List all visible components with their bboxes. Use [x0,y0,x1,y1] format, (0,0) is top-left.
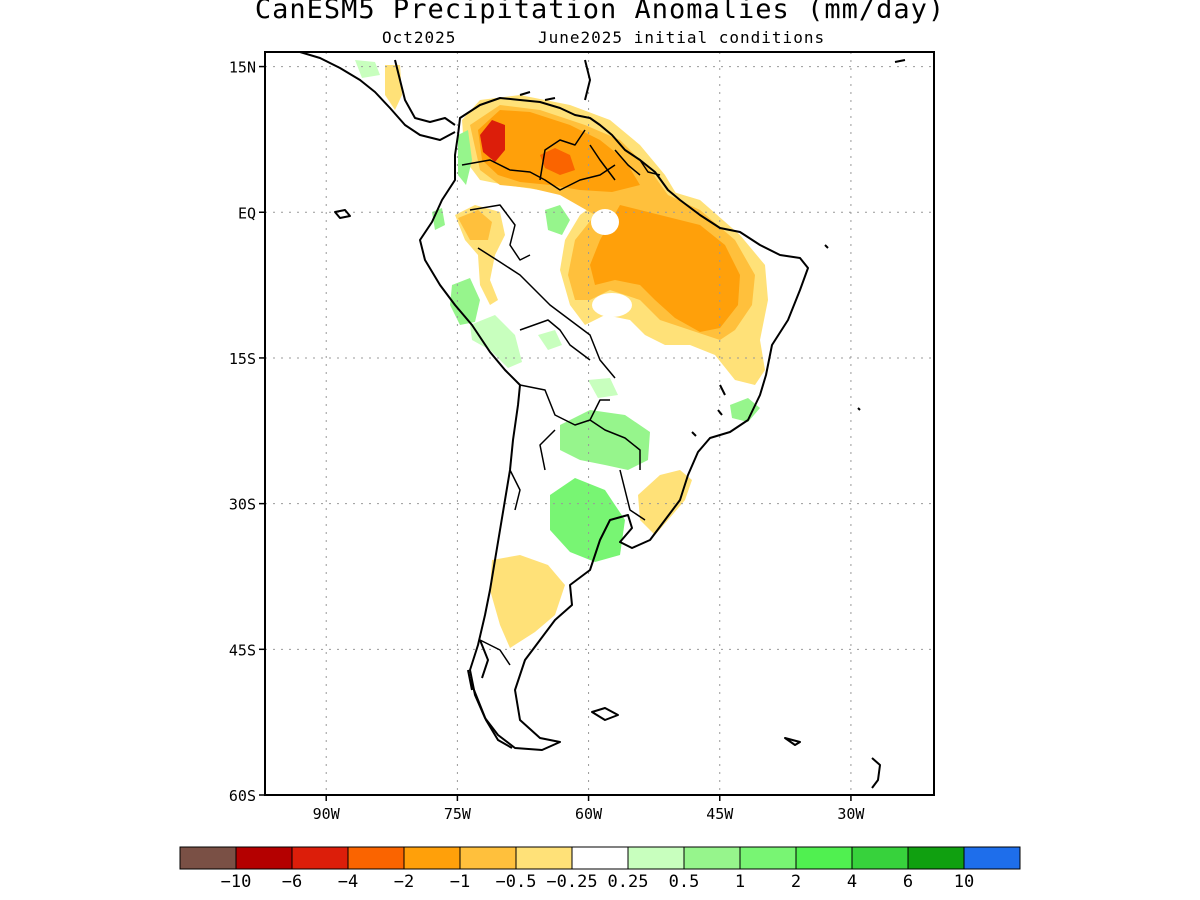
colorbar-swatch [347,846,405,870]
colorbar-label: −2 [394,872,414,892]
colorbar-swatch [179,846,237,870]
lat-tick-label: 60S [229,787,256,805]
lon-tick-label: 30W [837,805,865,823]
lon-tick-label: 75W [444,805,472,823]
colorbar-swatch [571,846,629,870]
chile-archipelago [467,639,513,749]
south-america-coastline [419,97,809,751]
caribbean-islands [519,59,906,101]
colorbar-label: −0.5 [496,872,537,892]
lat-tick-label: 15N [229,59,256,77]
country-borders [461,129,661,666]
lat-tick-label: EQ [238,204,256,222]
central-america-coastline [299,52,456,141]
colorbar-swatch [627,846,685,870]
anomaly-region [458,210,492,240]
anomaly-region [545,205,570,235]
colorbar-swatch [403,846,461,870]
anomaly-region [648,245,728,325]
anomaly-region [592,293,632,317]
anomaly-region [385,65,402,110]
colorbar-swatch [907,846,965,870]
colorbar-label: 1 [735,872,745,892]
colorbar-label: −6 [282,872,302,892]
colorbar-swatch [515,846,573,870]
anomaly-region [540,148,575,175]
lat-tick-label: 45S [229,641,256,659]
anomaly-region [588,378,618,398]
anomaly-region [458,130,472,185]
anomaly-region [490,555,565,648]
colorbar-label: 6 [903,872,913,892]
anomaly-region [470,315,522,368]
anomaly-region [591,209,619,235]
anomaly-region [538,330,562,350]
anomaly-region [565,492,602,540]
colorbar: −10 −6 −4 −2 −1 −0.5 −0.25 0.25 0.5 1 2 4 6 10 [179,846,1021,892]
map-title: CanESM5 Precipitation Anomalies (mm/day) [254,0,946,25]
south-georgia [784,737,801,746]
lon-tick-label: 60W [575,805,603,823]
colorbar-swatch [235,846,293,870]
anomaly-region [560,410,650,470]
anomaly-region [730,398,760,422]
anomaly-region [450,278,480,325]
coastlines [299,52,906,789]
map-axes: 15N EQ 15S 30S 45S 60S 90W 75W 60W 45W 30W [229,59,866,823]
colorbar-swatch [795,846,853,870]
colorbar-label: −1 [450,872,470,892]
atlantic-islands [871,757,881,789]
brazil-islands [691,244,861,437]
map-frame [264,51,935,796]
galapagos [334,209,351,219]
lon-tick-label: 45W [706,805,734,823]
anomaly-shading [355,60,768,648]
colorbar-label: 10 [954,872,974,892]
lat-tick-label: 15S [229,350,256,368]
colorbar-label: 2 [791,872,801,892]
colorbar-label: 0.5 [669,872,700,892]
colorbar-swatch [963,846,1021,870]
forecast-month: Oct2025 [382,28,457,47]
anomaly-region [638,470,692,535]
falkland-islands [591,707,619,721]
anomaly-region [355,60,380,78]
colorbar-label: 4 [847,872,857,892]
colorbar-swatch [291,846,349,870]
lat-tick-label: 30S [229,496,256,514]
anomaly-region [480,120,505,162]
colorbar-label: −4 [338,872,358,892]
lon-tick-label: 90W [313,805,341,823]
colorbar-swatch [851,846,909,870]
colorbar-label: 0.25 [608,872,649,892]
colorbar-swatch [739,846,797,870]
colorbar-swatch [459,846,517,870]
colorbar-label: −0.25 [546,872,597,892]
colorbar-label: −10 [221,872,252,892]
colorbar-swatch [683,846,741,870]
initial-conditions: June2025 initial conditions [538,28,826,47]
